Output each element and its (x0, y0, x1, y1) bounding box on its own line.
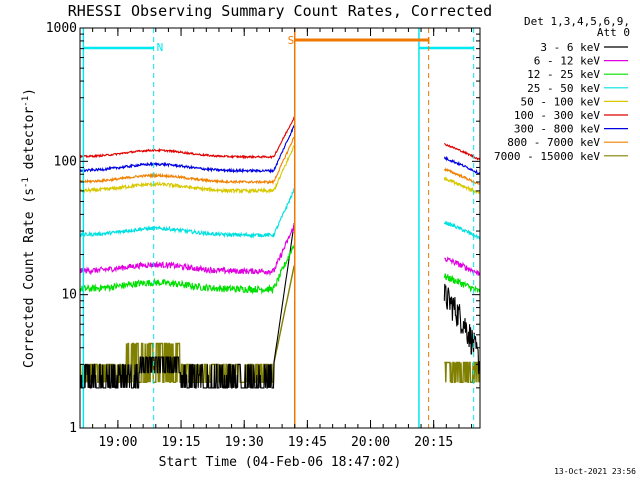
y-axis: 1 10 100 1000 (46, 21, 480, 436)
series-line-300-800-kev (80, 124, 480, 175)
x-tick-label: 19:30 (225, 435, 264, 450)
legend-label: 7000 - 15000 keV (494, 150, 600, 163)
series-line-100-300-kev (80, 116, 480, 161)
y-tick-label: 1000 (46, 21, 77, 36)
series-line-12-25-kev (80, 244, 480, 295)
y-axis-label-exp1: -1 (21, 177, 31, 188)
series-layer (80, 116, 480, 389)
legend-label: 800 - 7000 keV (507, 136, 600, 149)
timestamp: 13-Oct-2021 23:56 (554, 467, 636, 476)
y-tick-label: 10 (61, 288, 77, 303)
legend-header-line2: Att 0 (597, 26, 630, 39)
legend-label: 50 - 100 keV (521, 95, 601, 108)
x-tick-label: 20:15 (414, 435, 453, 450)
legend-label: 12 - 25 keV (527, 68, 600, 81)
series-line-6-12-kev (80, 224, 480, 277)
night-label: N (157, 41, 164, 54)
x-tick-label: 19:45 (288, 435, 327, 450)
y-axis-label-exp2: -1 (21, 96, 31, 107)
legend-header-line1: Det 1,3,4,5,6,9, (524, 15, 630, 28)
x-tick-label: 19:00 (98, 435, 137, 450)
y-tick-label: 100 (54, 154, 77, 169)
series-line-3-6-kev (80, 223, 480, 389)
y-axis-label-main: Corrected Count Rate (s (22, 188, 37, 368)
legend-label: 3 - 6 keV (540, 41, 600, 54)
y-axis-label-mid: detector (22, 107, 37, 178)
legend-label: 300 - 800 keV (514, 123, 600, 136)
legend-label: 6 - 12 keV (534, 55, 601, 68)
y-axis-label-close: ) (22, 88, 37, 96)
series-line-25-50-kev (80, 188, 480, 240)
x-tick-label: 19:15 (161, 435, 200, 450)
saa-label: S (288, 34, 295, 47)
x-axis: 19:00 19:15 19:30 19:45 20:00 20:15 (79, 28, 473, 450)
legend-label: 100 - 300 keV (514, 109, 600, 122)
y-tick-label: 1 (69, 421, 77, 436)
chart-title: RHESSI Observing Summary Count Rates, Co… (68, 2, 492, 20)
y-axis-label: Corrected Count Rate (s-1 detector-1) (21, 88, 37, 368)
x-tick-label: 20:00 (351, 435, 390, 450)
legend-label: 25 - 50 keV (527, 82, 600, 95)
annotation-layer: NS (82, 28, 475, 428)
plot-frame (79, 27, 481, 429)
x-axis-label: Start Time (04-Feb-06 18:47:02) (159, 455, 402, 470)
